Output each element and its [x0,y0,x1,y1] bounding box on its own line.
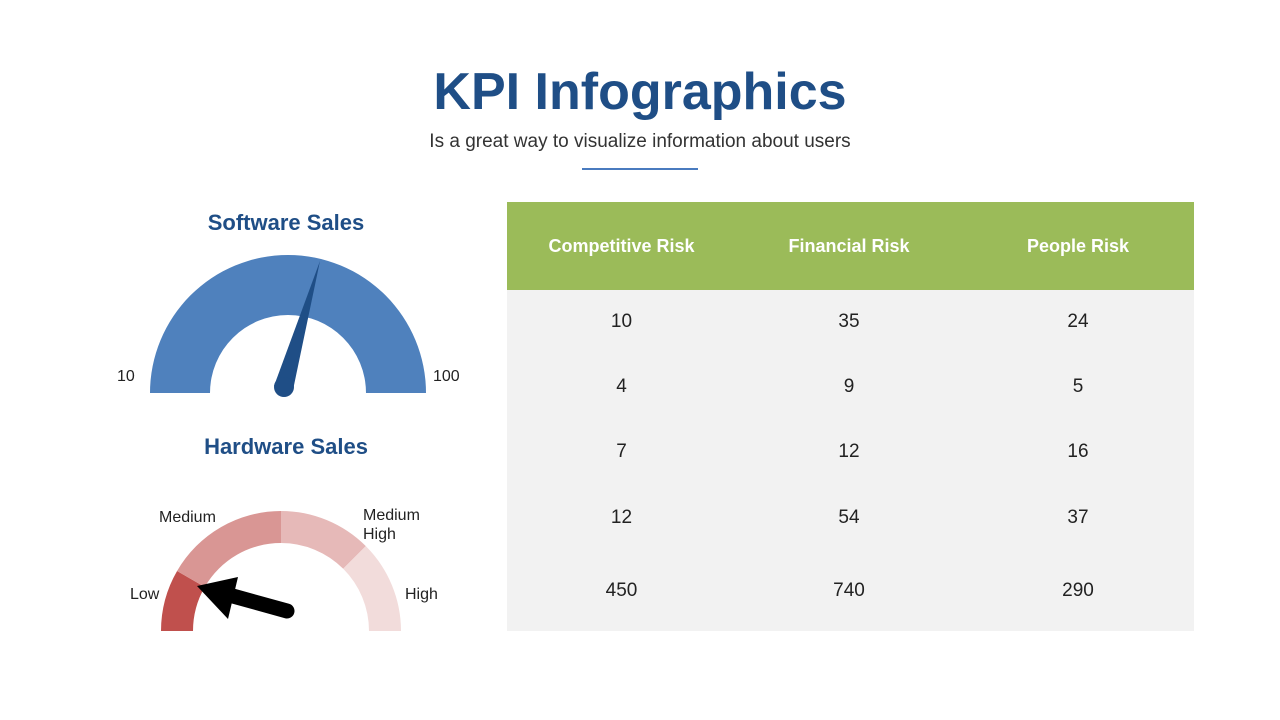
table-cell: 4 [616,376,627,397]
hardware-gauge-label-medium-high-line2: High [363,526,396,543]
hardware-gauge-label-medium-high-line1: Medium [363,507,420,524]
hardware-gauge-arrow [197,577,295,619]
table-header: Competitive Risk Financial Risk People R… [507,202,1194,290]
table-cell: 54 [838,507,860,528]
table-cell: 450 [605,580,638,601]
table-cell: 5 [1072,376,1084,397]
software-gauge-arc [150,255,426,393]
hardware-gauge-segment-medium-high [281,511,366,569]
table-cell: 12 [610,507,633,528]
column-header-financial-risk: Financial Risk [788,236,910,256]
hardware-gauge-segment-high [343,546,401,631]
page-subtitle: Is a great way to visualize information … [429,131,851,152]
software-sales-title: Software Sales [207,210,365,235]
hardware-gauge-label-low: Low [130,586,160,603]
hardware-gauge-label-medium: Medium [159,509,216,526]
table-cell: 16 [1067,441,1089,462]
kpi-table: Competitive Risk Financial Risk People R… [507,202,1194,631]
table-cell: 35 [838,311,860,332]
hardware-gauge-label-high: High [405,586,438,603]
hardware-sales-title: Hardware Sales [204,434,368,459]
table-cell: 24 [1067,311,1089,332]
table-cell: 12 [838,441,860,462]
title-divider [582,168,698,170]
table-cell: 290 [1062,580,1094,601]
software-gauge-max-label: 100 [433,368,460,385]
hardware-gauge-segment-low [161,571,205,631]
software-gauge-needle [274,261,320,397]
column-header-people-risk: People Risk [1026,236,1130,256]
table-cell: 7 [616,441,627,462]
page-title: KPI Infographics [433,63,847,121]
column-header-competitive-risk: Competitive Risk [548,236,695,256]
software-gauge-min-label: 10 [117,368,135,385]
table-cell: 10 [610,311,633,332]
table-cell: 740 [833,580,865,601]
table-cell: 37 [1067,507,1089,528]
table-cell: 9 [843,376,855,397]
